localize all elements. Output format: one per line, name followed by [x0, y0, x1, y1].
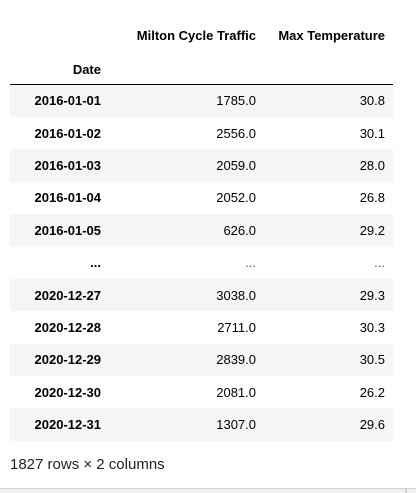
row-index-date: 2020-12-27 — [34, 287, 102, 303]
dataframe-table: Milton Cycle Traffic Max Temperature Dat… — [10, 18, 393, 441]
corner-cell — [10, 18, 109, 52]
cell-traffic: 2081.0 — [216, 384, 256, 400]
table-header: Milton Cycle Traffic Max Temperature Dat… — [10, 18, 393, 85]
table-row: 2020-12-28 2711.0 30.3 — [10, 311, 393, 343]
table-row: 2020-12-30 2081.0 26.2 — [10, 376, 393, 408]
index-spacer — [264, 52, 393, 85]
table-row: 2016-01-01 1785.0 30.8 — [10, 84, 393, 117]
index-spacer — [109, 52, 264, 85]
cell-temperature: 30.5 — [359, 352, 385, 368]
table-body: 2016-01-01 1785.0 30.8 2016-01-02 2556.0 30.1… — [10, 84, 393, 441]
cell-temperature: 30.3 — [359, 319, 385, 335]
table-row: 2020-12-27 3038.0 29.3 — [10, 278, 393, 312]
column-header-traffic: Milton Cycle Traffic — [136, 27, 256, 43]
cell-traffic: 1785.0 — [216, 93, 256, 109]
cell-temperature: 29.2 — [359, 222, 385, 238]
scrollbar-end — [405, 488, 407, 493]
table-row: 2020-12-29 2839.0 30.5 — [10, 343, 393, 377]
row-index-date: 2020-12-29 — [34, 352, 102, 368]
row-index-date: ... — [90, 255, 101, 271]
row-index-date: 2016-01-03 — [34, 157, 102, 173]
row-index-date: 2016-01-01 — [34, 93, 102, 109]
table-row: 2016-01-05 626.0 29.2 — [10, 214, 393, 247]
cell-traffic: 2059.0 — [216, 157, 256, 173]
row-index-date: 2020-12-28 — [34, 319, 102, 335]
shape-summary: 1827 rows × 2 columns — [10, 456, 165, 473]
cell-temperature: 30.1 — [359, 125, 385, 141]
cell-traffic: 626.0 — [223, 222, 256, 238]
index-name: Date — [10, 52, 109, 85]
row-index-date: 2020-12-31 — [34, 417, 102, 433]
cell-temperature: 30.8 — [359, 93, 385, 109]
horizontal-scrollbar[interactable] — [0, 488, 416, 493]
cell-temperature: 29.6 — [359, 417, 385, 433]
cell-traffic: 2556.0 — [216, 125, 256, 141]
ellipsis-row: ......... — [10, 246, 393, 278]
row-index-date: 2020-12-30 — [34, 384, 102, 400]
cell-traffic: 2711.0 — [217, 319, 256, 335]
cell-temperature: 29.3 — [359, 287, 385, 303]
table-row: 2016-01-03 2059.0 28.0 — [10, 149, 393, 182]
row-index-date: 2016-01-02 — [34, 125, 102, 141]
row-index-date: 2016-01-04 — [34, 190, 102, 206]
cell-traffic: 2839.0 — [216, 352, 256, 368]
cell-temperature: 28.0 — [359, 157, 385, 173]
column-header-temperature: Max Temperature — [278, 27, 385, 43]
cell-traffic: 1307.0 — [216, 417, 256, 433]
cell-traffic: 2052.0 — [216, 190, 256, 206]
table-row: 2016-01-04 2052.0 26.8 — [10, 182, 393, 214]
table-row: 2020-12-31 1307.0 29.6 — [10, 408, 393, 441]
row-index-date: 2016-01-05 — [34, 222, 102, 238]
cell-temperature: ... — [374, 255, 385, 271]
cell-temperature: 26.8 — [359, 190, 385, 206]
cell-traffic: ... — [245, 255, 256, 271]
cell-temperature: 26.2 — [359, 384, 385, 400]
table-row: 2016-01-02 2556.0 30.1 — [10, 117, 393, 149]
cell-traffic: 3038.0 — [216, 287, 256, 303]
